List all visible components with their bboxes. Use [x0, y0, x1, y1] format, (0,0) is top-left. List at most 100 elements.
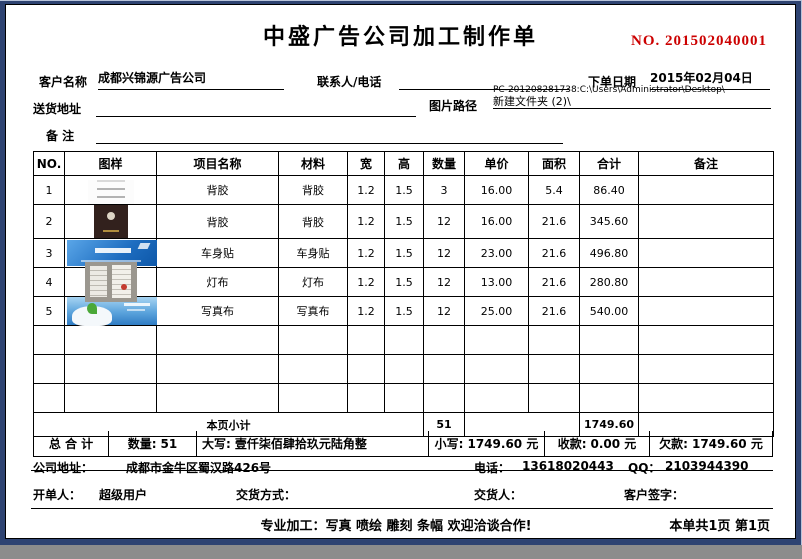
cell-height: 1.5 [384, 267, 424, 297]
cell-remark [638, 175, 774, 205]
col-item: 项目名称 [156, 151, 279, 176]
cell-height: 1.5 [384, 238, 424, 268]
cell-no: 3 [33, 238, 65, 268]
table-row: 2 背胶 背胶 1.2 1.5 12 16.00 21.6 345.60 [33, 204, 774, 239]
cell-remark [638, 204, 774, 239]
col-area: 面积 [528, 151, 580, 176]
cell-no: 2 [33, 204, 65, 239]
image-path-line1: PC-201208281738:C:\Users\Administrator\D… [493, 85, 725, 95]
received-value: 0.00 元 [590, 437, 637, 451]
cell-width: 1.2 [347, 204, 385, 239]
image-path-label: 图片路径 [429, 99, 478, 113]
grand-total-amount: 小写: 1749.60 元 [428, 431, 544, 456]
cell-area: 21.6 [528, 204, 580, 239]
cell-sample [64, 296, 157, 326]
cell-qty: 12 [423, 267, 465, 297]
grand-total-label: 总 合 计 [48, 437, 94, 451]
owed-value: 1749.60 元 [691, 437, 763, 451]
cell-price: 16.00 [464, 175, 529, 205]
order-number: NO. 201502040001 [631, 33, 767, 49]
phone-value: 13618020443 [522, 459, 614, 473]
image-path-line2: 新建文件夹 (2)\ [493, 96, 771, 109]
footer-operator-row: 开单人： 超级用户 交货方式： 交货人： 客户签字： [31, 471, 773, 509]
subtotal-amount: 1749.60 [579, 412, 639, 437]
col-width: 宽 [347, 151, 385, 176]
cell-area: 5.4 [528, 175, 580, 205]
blue-banner-thumbnail [67, 240, 157, 266]
table-empty-row [33, 383, 774, 413]
delivery-method-label: 交货方式： [236, 488, 297, 502]
cell-area: 21.6 [528, 296, 580, 326]
cell-no: 1 [33, 175, 65, 205]
owed-label: 欠款: [659, 437, 688, 451]
image-path-field[interactable]: PC-201208281738:C:\Users\Administrator\D… [493, 85, 771, 109]
cell-no: 4 [33, 267, 65, 297]
table-header-row: NO. 图样 项目名称 材料 宽 高 数量 单价 面积 合计 备注 [33, 151, 774, 176]
remark-field[interactable] [96, 123, 563, 144]
page-count-info: 本单共1页 第1页 [669, 519, 770, 534]
document-thumbnail [87, 180, 134, 204]
cell-width: 1.2 [347, 238, 385, 268]
table-row: 5 写真布 写真布 1.2 1.5 12 25.00 21.6 540.00 [33, 296, 774, 326]
dark-photo-thumbnail [93, 205, 128, 238]
cell-material: 背胶 [278, 175, 348, 205]
cell-sample [64, 204, 157, 239]
received-amount: 收款: 0.00 元 [544, 431, 649, 456]
cell-remark [638, 238, 774, 268]
cell-qty: 12 [423, 296, 465, 326]
table-empty-row [33, 325, 774, 355]
remark-label: 备 注 [46, 129, 75, 143]
cell-material: 写真布 [278, 296, 348, 326]
cell-area: 21.6 [528, 238, 580, 268]
cell-sample [64, 175, 157, 205]
subtotal-remark [638, 412, 774, 437]
grand-total-qty: 数量: 51 [108, 431, 196, 456]
cell-price: 25.00 [464, 296, 529, 326]
cell-material: 车身贴 [278, 238, 348, 268]
grand-total-qty-label: 数量: [127, 437, 157, 451]
cell-total: 86.40 [579, 175, 639, 205]
delivery-address-label: 送货地址 [33, 102, 82, 116]
operator-value: 超级用户 [99, 488, 148, 502]
col-no: NO. [33, 151, 65, 176]
cell-price: 13.00 [464, 267, 529, 297]
grand-total-amount-value: 1749.60 元 [467, 437, 539, 451]
cell-qty: 3 [423, 175, 465, 205]
order-form-page: 中盛广告公司加工制作单 NO. 201502040001 客户名称 成都兴锦源广… [5, 4, 796, 539]
subtotal-qty: 51 [423, 412, 465, 437]
deliverer-label: 交货人： [474, 488, 523, 502]
col-qty: 数量 [423, 151, 465, 176]
grand-total-row: 总 合 计 数量: 51 大写: 壹仟柒佰肆拾玖元陆角整 小写: 1749.60… [33, 431, 773, 457]
cell-item: 背胶 [156, 175, 279, 205]
delivery-address-field[interactable] [96, 96, 416, 117]
cell-price: 16.00 [464, 204, 529, 239]
page-title: 中盛广告公司加工制作单 [262, 25, 538, 50]
certificates-thumbnail [84, 262, 137, 302]
cell-total: 345.60 [579, 204, 639, 239]
col-height: 高 [384, 151, 424, 176]
cell-item: 车身贴 [156, 238, 279, 268]
table-row: 3 车身贴 车身贴 1.2 1.5 12 23.00 21.6 496.80 [33, 238, 774, 268]
cell-sample [64, 238, 157, 268]
cell-item: 灯布 [156, 267, 279, 297]
qq-label: QQ： [628, 461, 661, 475]
cell-material: 灯布 [278, 267, 348, 297]
subtotal-row: 本页小计 51 1749.60 [33, 412, 774, 437]
items-table: NO. 图样 项目名称 材料 宽 高 数量 单价 面积 合计 备注 1 背胶 背… [33, 151, 774, 437]
cell-qty: 12 [423, 204, 465, 239]
sky-banner-thumbnail [67, 297, 157, 326]
customer-name-field[interactable]: 成都兴锦源广告公司 [98, 69, 284, 90]
cell-item: 背胶 [156, 204, 279, 239]
cell-remark [638, 296, 774, 326]
cell-remark [638, 267, 774, 297]
customer-sign-label: 客户签字： [624, 488, 685, 502]
col-remark: 备注 [638, 151, 774, 176]
grand-total-amount-label: 小写: [434, 437, 464, 451]
slogan-text: 专业加工：写真 喷绘 雕刻 条幅 欢迎洽谈合作! [260, 519, 532, 534]
cell-height: 1.5 [384, 204, 424, 239]
order-date-field[interactable]: 2015年02月04日 [650, 69, 770, 90]
footer-company-row: 公司地址： 成都市金牛区蜀汉路426号 电话： 13618020443 QQ： … [31, 458, 773, 475]
table-row: 4 灯布 灯布 1.2 1.5 12 13.00 21.6 280.80 [33, 262, 774, 302]
contact-phone-field[interactable] [399, 69, 569, 90]
